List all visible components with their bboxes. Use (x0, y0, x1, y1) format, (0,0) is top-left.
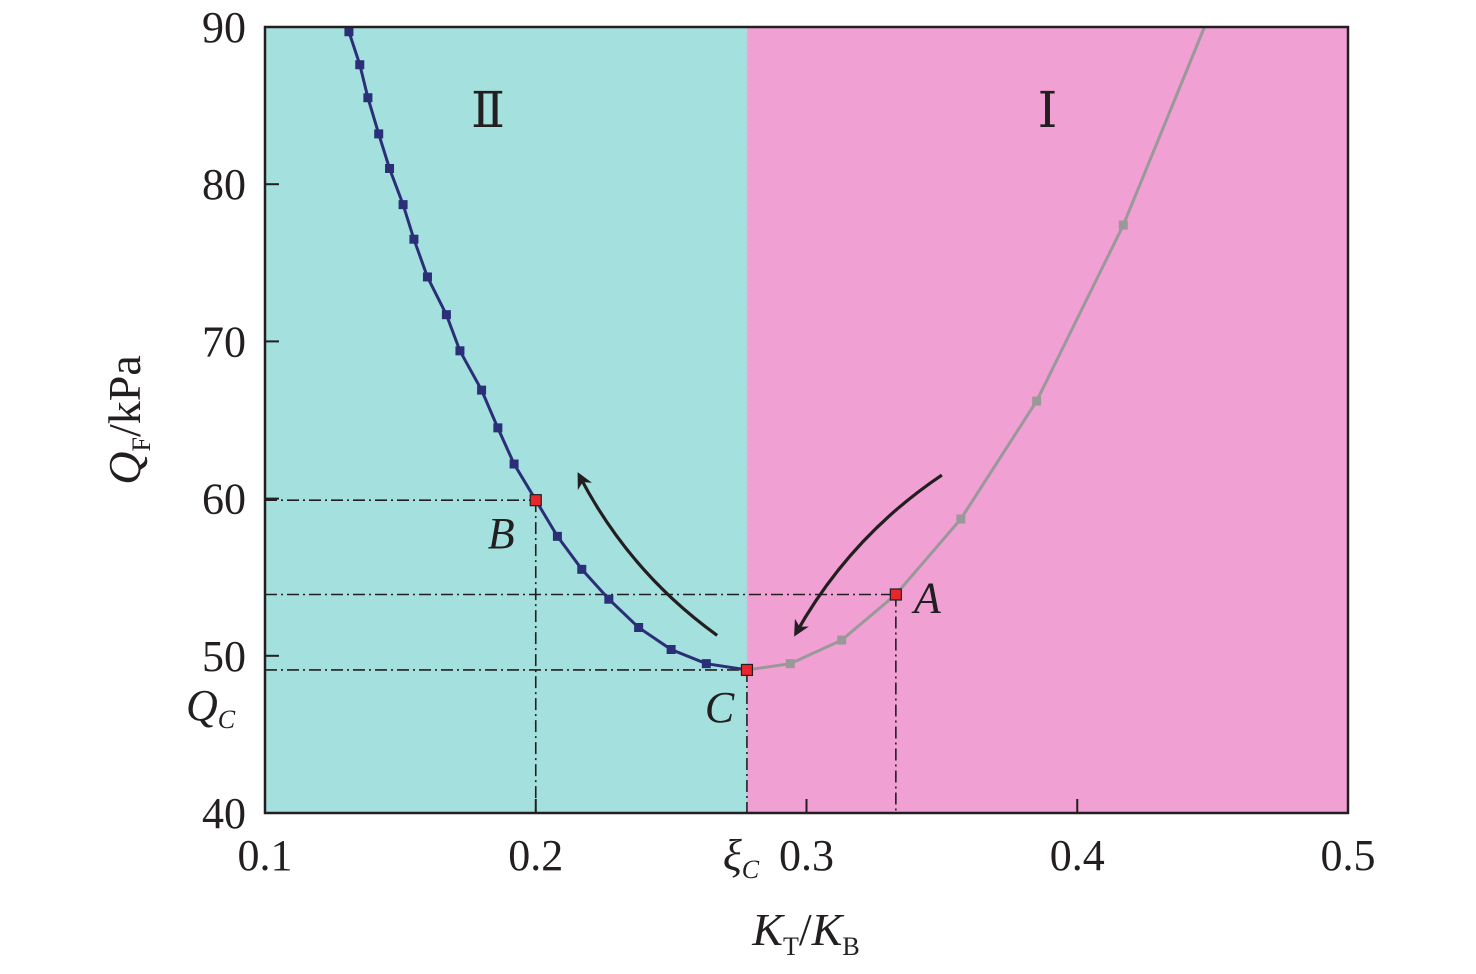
x-tick-label: 0.5 (1321, 831, 1376, 880)
series-1-marker (634, 623, 644, 633)
series-1-marker (374, 129, 384, 139)
series-2-marker (1118, 220, 1128, 230)
series-1-marker (604, 594, 614, 604)
series-2-marker (956, 514, 966, 524)
y-tick-label: 50 (202, 632, 246, 681)
x-tick-label: 0.4 (1050, 831, 1105, 880)
axes: 0.1 0.2 0.3 0.4 0.5 40 50 60 70 80 90 ξC QC (186, 3, 1376, 884)
series-1-marker (344, 27, 354, 37)
x-tick-label: 0.2 (508, 831, 563, 880)
region-label-2: Ⅰ (1038, 82, 1058, 138)
trend-arrow-1 (794, 473, 943, 637)
series-1-marker (666, 645, 676, 655)
series-1-marker (552, 531, 562, 541)
series-1-marker (477, 385, 487, 395)
trend-arrow-2 (577, 472, 719, 637)
region-1 (265, 27, 747, 813)
y-tick-label: 90 (202, 3, 246, 52)
point-A-label: A (911, 573, 942, 622)
y-tick-label: 80 (202, 160, 246, 209)
x-tick-label: 0.3 (779, 831, 834, 880)
series-1-marker (455, 346, 465, 356)
region-label-1: Ⅱ (471, 82, 505, 138)
series-1-marker (493, 423, 503, 433)
regions-layer (265, 27, 1348, 813)
q-c-label: QC (186, 681, 236, 734)
series-2-marker (1032, 396, 1042, 406)
arrows-layer (577, 472, 943, 637)
highlighted-points: A B C (488, 494, 942, 732)
point-A-marker (889, 588, 902, 601)
series-1-marker (363, 93, 373, 103)
series-1-marker (701, 659, 711, 669)
series-line-2 (746, 26, 1206, 672)
series-1-marker (385, 163, 395, 173)
series-2-marker (837, 635, 847, 645)
series-1-marker (441, 310, 451, 320)
series-1-marker (422, 272, 432, 282)
series-2-marker (785, 659, 795, 669)
series-1-marker (577, 564, 587, 574)
point-C-label: C (705, 683, 735, 732)
xi-c-label: ξC (723, 831, 760, 884)
series-1-marker (409, 234, 419, 244)
x-tick-label: 0.1 (238, 831, 293, 880)
y-tick-label: 70 (202, 317, 246, 366)
labels: Ⅱ Ⅰ KT/KB QF/kPa (99, 82, 1057, 961)
point-C-marker (740, 663, 754, 677)
y-tick-label: 40 (202, 789, 246, 838)
guide-lines (265, 499, 897, 813)
series-1-marker (355, 60, 365, 70)
x-axis-title: KT/KB (751, 904, 859, 961)
series-1-marker (509, 459, 519, 469)
y-axis-title: QF/kPa (99, 355, 156, 484)
point-B-marker (529, 494, 542, 507)
series-1-marker (398, 200, 408, 210)
point-B-label: B (488, 509, 515, 558)
region-2 (746, 27, 1348, 813)
y-tick-label: 60 (202, 475, 246, 524)
